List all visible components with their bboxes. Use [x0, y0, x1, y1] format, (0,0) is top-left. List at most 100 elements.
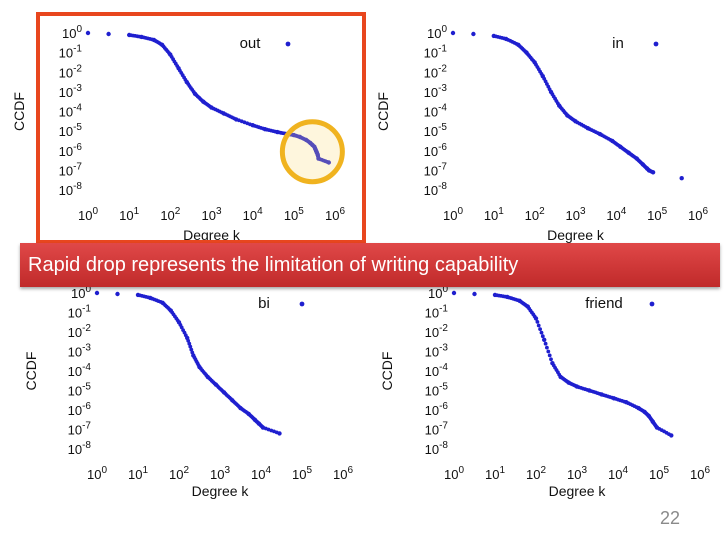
- data-point: [538, 327, 542, 331]
- data-point: [450, 30, 456, 36]
- data-point: [188, 344, 193, 349]
- y-tick-label: 100: [62, 24, 82, 41]
- data-point: [547, 353, 552, 358]
- x-axis-label: Degree k: [192, 483, 250, 499]
- y-tick-label: 10-1: [68, 304, 92, 321]
- data-point: [277, 431, 282, 436]
- data-point: [545, 345, 549, 350]
- data-point: [540, 334, 545, 339]
- y-tick-label: 10-6: [68, 401, 92, 418]
- y-tick-label: 10-5: [59, 122, 83, 139]
- y-tick-label: 100: [427, 24, 447, 41]
- ccdf-plot-out: 100 10-1 10-2 10-3 10-4 10-5 10-6 10-7 10-8 100 10…: [11, 24, 345, 243]
- x-tick-label: 105: [284, 206, 304, 223]
- y-tick-label: 10-1: [424, 44, 448, 61]
- data-point: [189, 347, 194, 352]
- x-tick-label: 100: [444, 465, 464, 482]
- y-tick-label: 10-8: [425, 440, 449, 457]
- y-axis-label: CCDF: [375, 92, 391, 131]
- x-tick-label: 105: [649, 465, 669, 482]
- x-tick-label: 106: [688, 206, 708, 223]
- y-tick-label: 10-7: [59, 161, 83, 178]
- legend-marker: [649, 301, 655, 307]
- y-tick-label: 10-2: [68, 323, 92, 340]
- x-tick-label: 106: [333, 465, 353, 482]
- legend-label: out: [240, 35, 262, 52]
- ccdf-plot-in: 100 10-1 10-2 10-3 10-4 10-5 10-6 10-7 10-8 100 10…: [375, 24, 708, 243]
- x-tick-label: 105: [292, 465, 312, 482]
- y-tick-label: 10-4: [425, 362, 449, 379]
- x-tick-label: 102: [169, 465, 189, 482]
- x-tick-label: 103: [565, 206, 585, 223]
- data-point: [186, 338, 191, 343]
- x-tick-label: 100: [78, 206, 98, 223]
- data-point: [472, 291, 477, 297]
- data-point: [650, 170, 656, 175]
- data-point: [543, 341, 548, 346]
- data-point: [85, 30, 91, 36]
- data-point: [539, 330, 544, 335]
- y-tick-label: 10-2: [425, 323, 449, 340]
- annotation-banner: Rapid drop represents the limitation of …: [20, 243, 720, 287]
- x-tick-label: 102: [526, 465, 546, 482]
- data-point: [535, 320, 540, 324]
- x-axis-label: Degree k: [547, 227, 605, 243]
- y-tick-label: 10-3: [424, 83, 448, 100]
- x-tick-label: 103: [201, 206, 221, 223]
- x-tick-label: 100: [87, 465, 107, 482]
- y-tick-label: 10-3: [425, 343, 449, 360]
- data-point: [451, 290, 457, 296]
- y-tick-label: 10-8: [59, 181, 83, 198]
- out-plot-highlight-frame: [36, 12, 366, 244]
- y-tick-label: 10-4: [59, 103, 83, 120]
- legend-marker: [299, 301, 305, 307]
- legend-label: bi: [258, 295, 270, 312]
- y-tick-label: 10-5: [425, 382, 449, 399]
- legend-label: in: [612, 35, 624, 52]
- x-tick-label: 104: [608, 465, 628, 482]
- y-tick-label: 10-6: [59, 142, 83, 159]
- x-tick-label: 104: [606, 206, 626, 223]
- x-tick-label: 102: [160, 206, 180, 223]
- y-axis-label: CCDF: [379, 352, 395, 391]
- data-point: [187, 341, 192, 346]
- y-tick-label: 10-7: [68, 421, 92, 438]
- y-tick-label: 10-6: [425, 401, 449, 418]
- y-tick-label: 10-2: [424, 63, 448, 80]
- x-tick-label: 103: [210, 465, 230, 482]
- drop-highlight-circle: [279, 119, 345, 185]
- y-tick-label: 10-3: [59, 83, 83, 100]
- y-tick-label: 10-5: [424, 122, 448, 139]
- x-tick-label: 102: [525, 206, 545, 223]
- x-tick-label: 101: [128, 465, 148, 482]
- x-tick-label: 100: [443, 206, 463, 223]
- data-point: [326, 160, 331, 165]
- x-tick-label: 106: [690, 465, 710, 482]
- y-tick-label: 10-5: [68, 382, 92, 399]
- x-axis-label: Degree k: [183, 227, 241, 243]
- y-tick-label: 10-7: [425, 421, 449, 438]
- y-tick-label: 10-7: [424, 161, 448, 178]
- slide-page-number: 22: [659, 508, 681, 528]
- x-tick-label: 105: [647, 206, 667, 223]
- legend-marker: [653, 41, 659, 47]
- data-point: [106, 31, 111, 37]
- y-tick-label: 10-8: [68, 440, 92, 457]
- data-point: [549, 357, 553, 362]
- x-tick-label: 104: [243, 206, 263, 223]
- y-tick-label: 10-8: [424, 181, 448, 198]
- legend-marker: [285, 41, 291, 47]
- x-axis-label: Degree k: [549, 483, 607, 499]
- x-tick-label: 101: [484, 206, 504, 223]
- y-tick-label: 10-1: [425, 304, 449, 321]
- y-tick-label: 10-6: [424, 142, 448, 159]
- ccdf-plot-friend: 100 10-1 10-2 10-3 10-4 10-5 10-6 10-7 10-8 100 10…: [379, 284, 710, 499]
- ccdf-plot-bi: 100 10-1 10-2 10-3 10-4 10-5 10-6 10-7 10-8 100 10…: [23, 284, 353, 499]
- legend-label: friend: [585, 295, 623, 312]
- x-tick-label: 104: [251, 465, 271, 482]
- data-point: [94, 290, 100, 296]
- y-tick-label: 10-4: [68, 362, 92, 379]
- x-tick-label: 101: [119, 206, 139, 223]
- data-point: [471, 31, 476, 37]
